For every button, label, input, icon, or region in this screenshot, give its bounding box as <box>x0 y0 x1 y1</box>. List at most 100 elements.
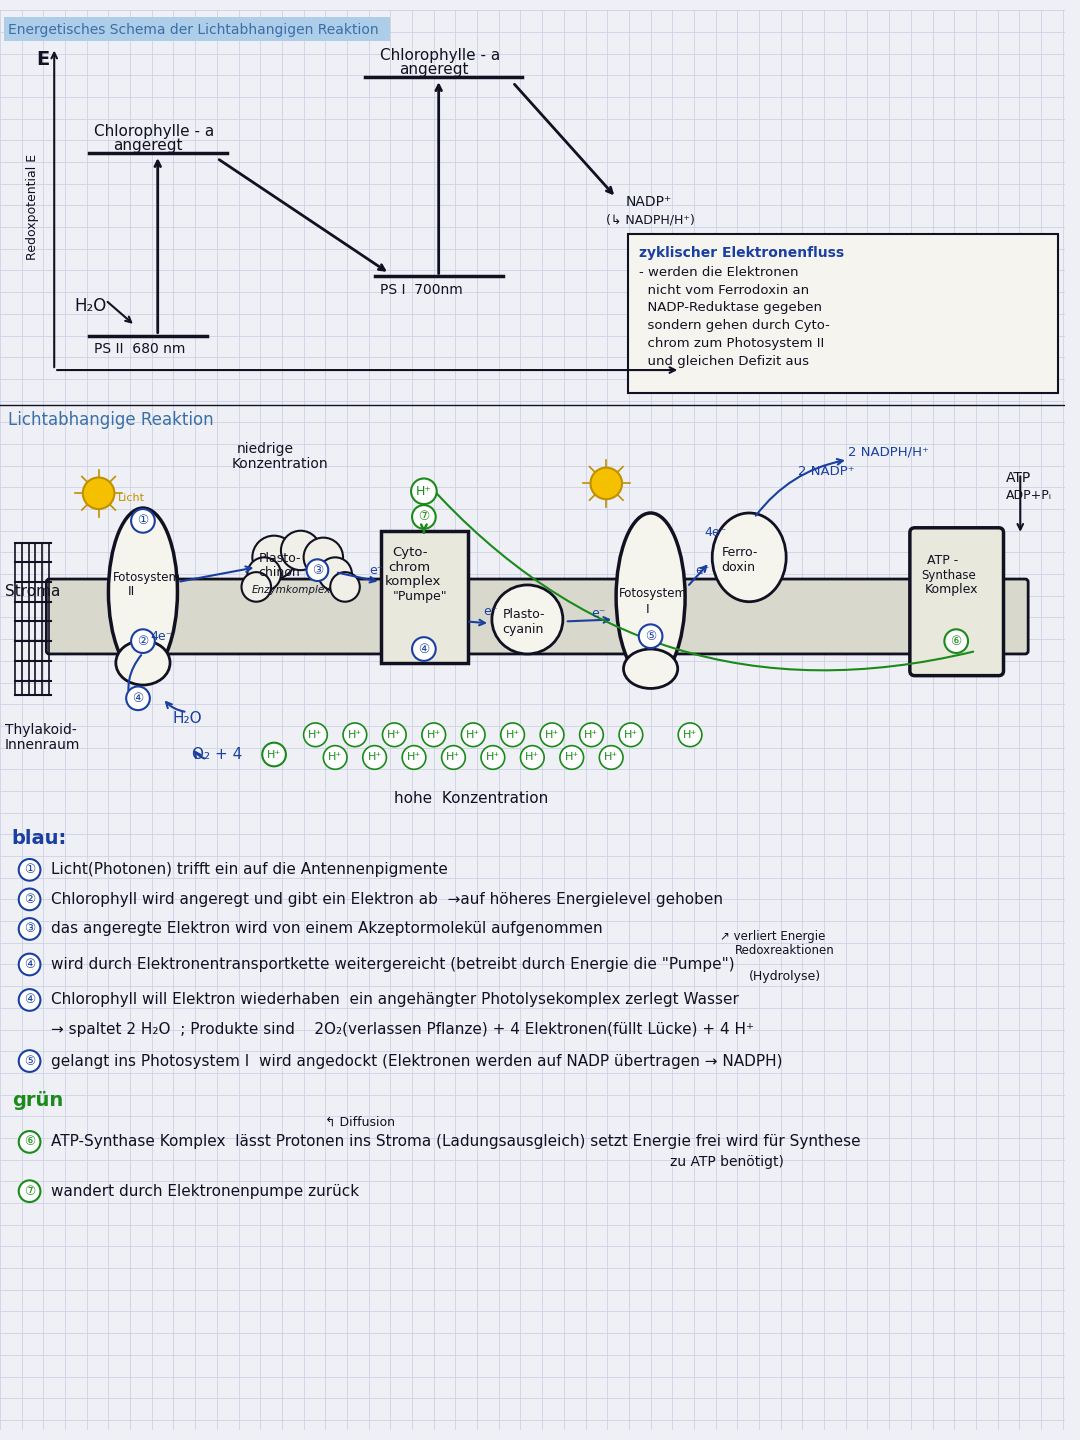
Text: e⁻: e⁻ <box>369 563 384 576</box>
Text: H₂O: H₂O <box>73 297 106 315</box>
Text: Komplex: Komplex <box>924 583 978 596</box>
Text: ⑦: ⑦ <box>418 510 430 523</box>
Text: Chlorophylle - a: Chlorophylle - a <box>94 124 214 140</box>
FancyBboxPatch shape <box>627 235 1057 393</box>
Circle shape <box>18 1130 40 1153</box>
Circle shape <box>559 746 583 769</box>
FancyBboxPatch shape <box>909 528 1003 675</box>
Text: zu ATP benötigt): zu ATP benötigt) <box>671 1155 784 1169</box>
Circle shape <box>422 723 446 746</box>
Text: - werden die Elektronen: - werden die Elektronen <box>638 266 798 279</box>
Text: ②: ② <box>24 893 36 906</box>
Circle shape <box>501 723 525 746</box>
Text: ①: ① <box>137 514 149 527</box>
Text: H⁺: H⁺ <box>328 753 342 762</box>
Text: ②: ② <box>137 635 149 648</box>
Text: H₂O: H₂O <box>173 710 202 726</box>
Text: → spaltet 2 H₂O  ; Produkte sind    2O₂(verlassen Pflanze) + 4 Elektronen(füllt : → spaltet 2 H₂O ; Produkte sind 2O₂(verl… <box>51 1022 754 1037</box>
FancyBboxPatch shape <box>46 579 1028 654</box>
Text: H⁺: H⁺ <box>467 730 481 740</box>
Text: H⁺: H⁺ <box>367 753 381 762</box>
Ellipse shape <box>108 508 177 675</box>
Text: Ferro-: Ferro- <box>721 546 758 559</box>
Text: H⁺: H⁺ <box>486 753 500 762</box>
Text: ↰ Diffusion: ↰ Diffusion <box>325 1116 395 1129</box>
Circle shape <box>18 919 40 940</box>
Text: Plasto-: Plasto- <box>258 552 300 564</box>
Text: E: E <box>37 50 50 69</box>
Circle shape <box>599 746 623 769</box>
Text: das angeregte Elektron wird von einem Akzeptormolekül aufgenommen: das angeregte Elektron wird von einem Ak… <box>51 922 603 936</box>
Text: komplex: komplex <box>384 576 441 589</box>
Text: hohe  Konzentration: hohe Konzentration <box>394 792 549 806</box>
Ellipse shape <box>623 649 678 688</box>
Circle shape <box>944 629 968 652</box>
Text: Chlorophyll wird angeregt und gibt ein Elektron ab  →auf höheres Energielevel ge: Chlorophyll wird angeregt und gibt ein E… <box>51 891 724 907</box>
Circle shape <box>323 746 347 769</box>
Text: ⑤: ⑤ <box>24 1054 36 1067</box>
Text: ③: ③ <box>312 563 323 576</box>
Text: PS II  680 nm: PS II 680 nm <box>94 343 185 356</box>
Text: Enzymkomplex: Enzymkomplex <box>252 585 330 595</box>
Text: NADP-Reduktase gegeben: NADP-Reduktase gegeben <box>638 301 822 314</box>
Text: II: II <box>129 585 135 599</box>
Text: gelangt ins Photosystem I  wird angedockt (Elektronen werden auf NADP übertragen: gelangt ins Photosystem I wird angedockt… <box>51 1054 783 1068</box>
Text: ↗ verliert Energie: ↗ verliert Energie <box>719 930 825 943</box>
Text: H⁺: H⁺ <box>308 730 323 740</box>
Text: Lichtabhangige Reaktion: Lichtabhangige Reaktion <box>8 412 214 429</box>
Circle shape <box>319 557 352 590</box>
Text: H⁺: H⁺ <box>407 753 421 762</box>
Circle shape <box>619 723 643 746</box>
Circle shape <box>580 723 604 746</box>
Text: Energetisches Schema der Lichtabhangigen Reaktion: Energetisches Schema der Lichtabhangigen… <box>8 23 378 37</box>
Circle shape <box>303 537 343 577</box>
Text: H⁺: H⁺ <box>388 730 402 740</box>
Text: H⁺: H⁺ <box>446 753 460 762</box>
Circle shape <box>262 743 286 766</box>
Text: H⁺: H⁺ <box>505 730 519 740</box>
Text: cyanin: cyanin <box>503 624 544 636</box>
Circle shape <box>442 746 465 769</box>
Circle shape <box>411 478 436 504</box>
Circle shape <box>307 559 328 580</box>
Text: H⁺: H⁺ <box>545 730 559 740</box>
Text: ATP: ATP <box>1005 471 1030 485</box>
Circle shape <box>18 860 40 881</box>
Text: Innenraum: Innenraum <box>5 737 80 752</box>
Text: e⁻: e⁻ <box>592 608 606 621</box>
Circle shape <box>413 505 435 528</box>
Text: ATP-Synthase Komplex  lässt Protonen ins Stroma (Ladungsausgleich) setzt Energie: ATP-Synthase Komplex lässt Protonen ins … <box>51 1135 861 1149</box>
Text: Redoxpotential E: Redoxpotential E <box>26 154 39 261</box>
Text: (↳ NADPH/H⁺): (↳ NADPH/H⁺) <box>606 213 696 226</box>
Circle shape <box>678 723 702 746</box>
Text: wird durch Elektronentransportkette weitergereicht (betreibt durch Energie die ": wird durch Elektronentransportkette weit… <box>51 958 734 972</box>
Circle shape <box>638 625 662 648</box>
Text: ADP+Pᵢ: ADP+Pᵢ <box>1005 488 1052 501</box>
Text: ⑥: ⑥ <box>24 1135 36 1149</box>
Text: H⁺: H⁺ <box>624 730 638 740</box>
FancyBboxPatch shape <box>380 531 469 662</box>
Circle shape <box>281 531 321 570</box>
Text: ④: ④ <box>418 642 430 655</box>
Circle shape <box>131 629 154 652</box>
Text: Thylakoid-: Thylakoid- <box>5 723 77 737</box>
Circle shape <box>18 1181 40 1202</box>
Text: Fotosystem: Fotosystem <box>113 570 181 583</box>
Text: ③: ③ <box>24 923 36 936</box>
Circle shape <box>343 723 367 746</box>
Circle shape <box>461 723 485 746</box>
Circle shape <box>481 746 504 769</box>
Text: (Hydrolyse): (Hydrolyse) <box>750 969 821 984</box>
Text: zyklischer Elektronenfluss: zyklischer Elektronenfluss <box>638 246 843 259</box>
Circle shape <box>18 888 40 910</box>
Text: Redoxreaktionen: Redoxreaktionen <box>734 945 834 958</box>
Text: Chlorophyll will Elektron wiederhaben  ein angehängter Photolysekomplex zerlegt : Chlorophyll will Elektron wiederhaben ei… <box>51 992 739 1008</box>
Circle shape <box>540 723 564 746</box>
Circle shape <box>413 636 435 661</box>
Text: e⁻: e⁻ <box>483 605 498 618</box>
Text: H⁺: H⁺ <box>348 730 362 740</box>
Text: H⁺: H⁺ <box>584 730 598 740</box>
Circle shape <box>242 572 271 602</box>
Circle shape <box>363 746 387 769</box>
Circle shape <box>247 557 281 590</box>
